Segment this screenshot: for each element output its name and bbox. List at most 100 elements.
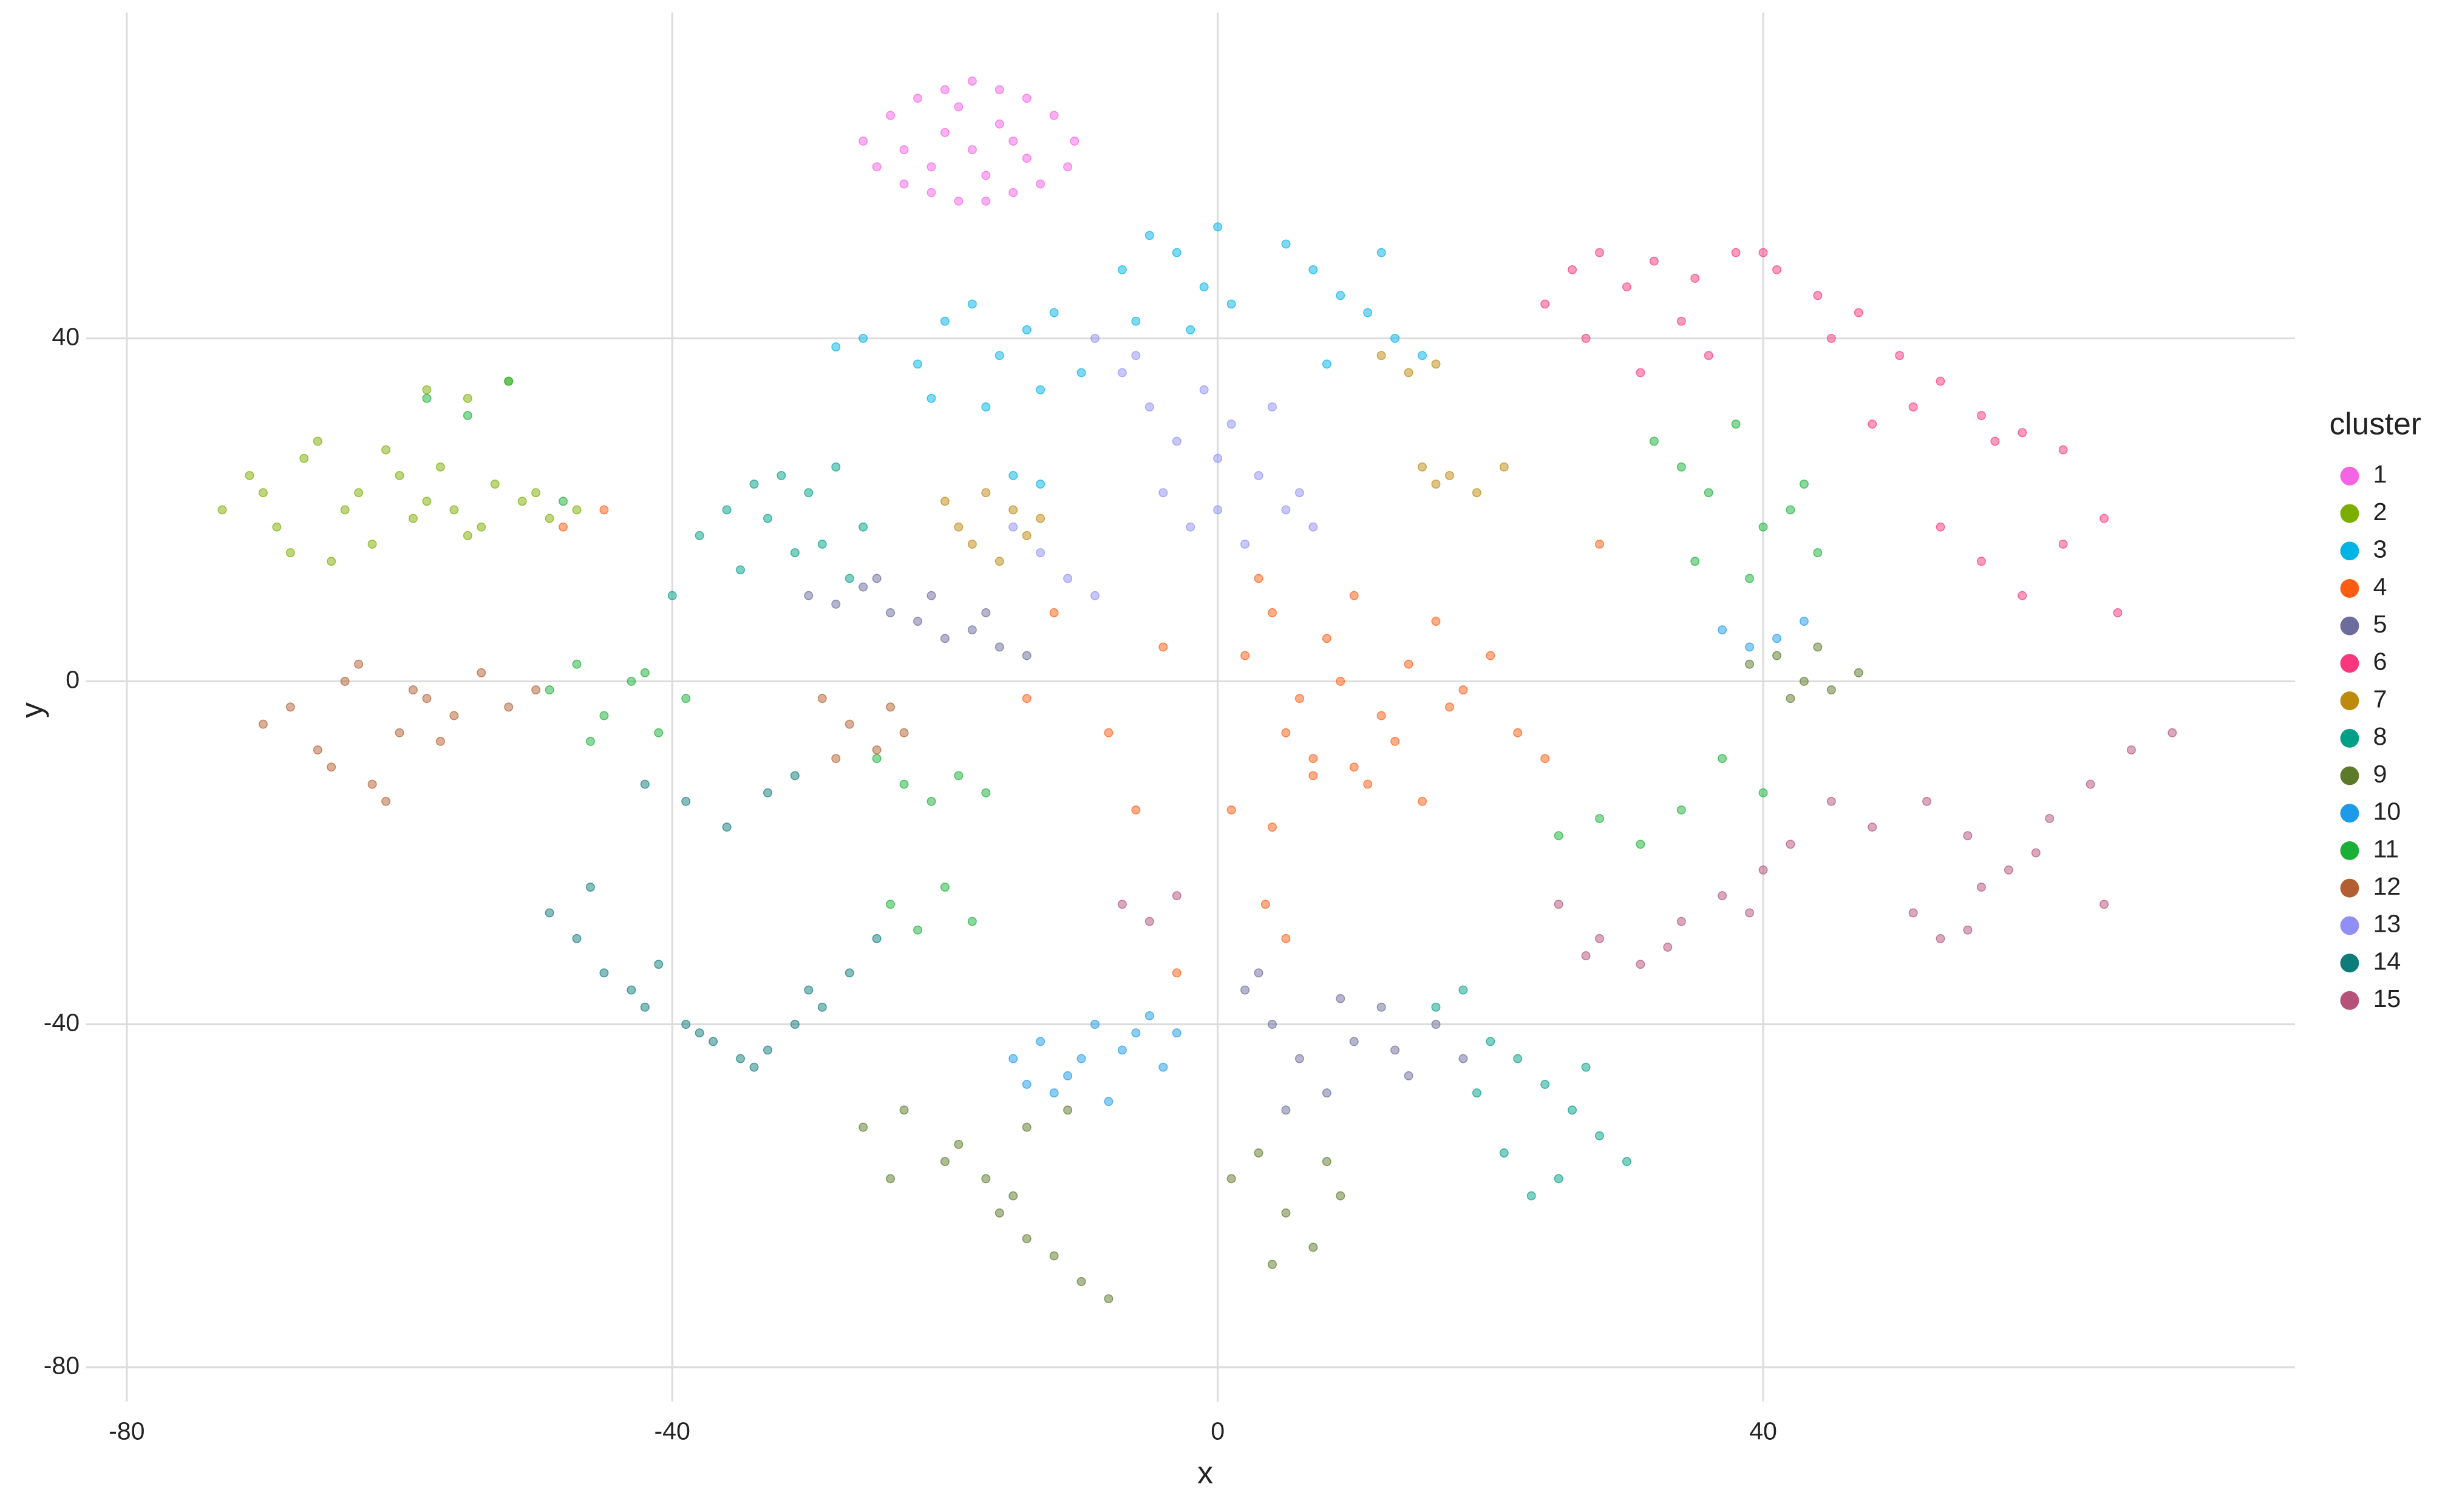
point (1568, 1105, 1577, 1115)
point (1963, 925, 1973, 935)
point (899, 728, 909, 737)
point (994, 351, 1004, 361)
legend-key (2340, 991, 2359, 1010)
point (1022, 325, 1032, 334)
point (1076, 368, 1086, 378)
point (1376, 351, 1386, 361)
point (763, 514, 772, 523)
point (1376, 248, 1386, 257)
y-tick-label: 40 (52, 322, 80, 350)
point (435, 462, 445, 472)
point (1036, 385, 1046, 395)
point (1445, 702, 1454, 712)
point (1458, 685, 1468, 695)
point (1349, 762, 1359, 772)
point (1772, 651, 1781, 660)
point (599, 505, 609, 515)
point (2018, 591, 2027, 600)
point (981, 171, 991, 180)
point (722, 822, 732, 832)
point (1144, 402, 1154, 412)
point (845, 719, 854, 729)
point (1636, 368, 1645, 378)
point (1254, 1148, 1263, 1158)
point (1022, 1122, 1032, 1132)
point (736, 565, 745, 575)
point (1786, 839, 1795, 849)
point (1240, 985, 1250, 995)
point (926, 796, 936, 806)
point (285, 548, 295, 558)
legend-label: 6 (2373, 648, 2387, 676)
point (954, 102, 964, 112)
point (1022, 651, 1032, 660)
point (1336, 291, 1345, 300)
x-tick-label: 0 (1211, 1417, 1225, 1445)
point (354, 659, 364, 669)
legend-label: 7 (2373, 685, 2387, 713)
point (1076, 1054, 1086, 1063)
point (2127, 745, 2136, 754)
y-axis-label: y (14, 702, 49, 718)
point (2004, 865, 2013, 875)
legend-key (2340, 654, 2359, 673)
legend-label: 1 (2373, 460, 2387, 488)
point (586, 883, 595, 892)
point (1172, 968, 1182, 978)
point (926, 393, 936, 403)
point (1349, 1037, 1359, 1046)
point (395, 728, 404, 737)
point (1144, 1011, 1154, 1020)
point (1868, 419, 1877, 429)
point (667, 591, 677, 600)
point (1336, 677, 1345, 686)
point (1049, 110, 1059, 120)
point (1226, 1174, 1236, 1184)
point (1049, 1251, 1059, 1261)
point (981, 608, 991, 617)
legend-key (2340, 691, 2359, 711)
point (1963, 831, 1973, 841)
point (967, 145, 977, 155)
point (1895, 351, 1905, 361)
point (1404, 1071, 1413, 1080)
legend-title: cluster (2330, 406, 2421, 441)
legend-key (2340, 579, 2359, 598)
point (763, 788, 772, 798)
point (940, 316, 950, 326)
point (1663, 942, 1673, 952)
point (1472, 488, 1481, 498)
legend-label: 12 (2373, 872, 2401, 900)
point (1063, 1105, 1073, 1115)
point (1745, 659, 1755, 669)
point (1036, 514, 1046, 523)
point (1104, 1097, 1114, 1107)
point (1117, 1045, 1127, 1055)
point (572, 659, 582, 669)
point (858, 333, 868, 343)
point (1649, 436, 1659, 446)
point (1158, 488, 1168, 498)
point (1063, 162, 1073, 172)
legend-label: 8 (2373, 722, 2387, 750)
point (967, 299, 977, 309)
point (599, 711, 609, 720)
point (1008, 522, 1018, 532)
point (1718, 891, 1727, 901)
point (1499, 1148, 1509, 1158)
point (804, 985, 814, 995)
point (1144, 917, 1154, 926)
point (1090, 1020, 1100, 1029)
point (1636, 960, 1645, 969)
point (422, 385, 432, 395)
point (940, 85, 950, 95)
point (1281, 1208, 1291, 1218)
point (940, 883, 950, 892)
legend-key (2340, 466, 2359, 486)
point (913, 93, 922, 103)
point (1022, 531, 1032, 540)
point (2100, 900, 2109, 909)
point (1254, 574, 1263, 583)
point (313, 745, 322, 754)
